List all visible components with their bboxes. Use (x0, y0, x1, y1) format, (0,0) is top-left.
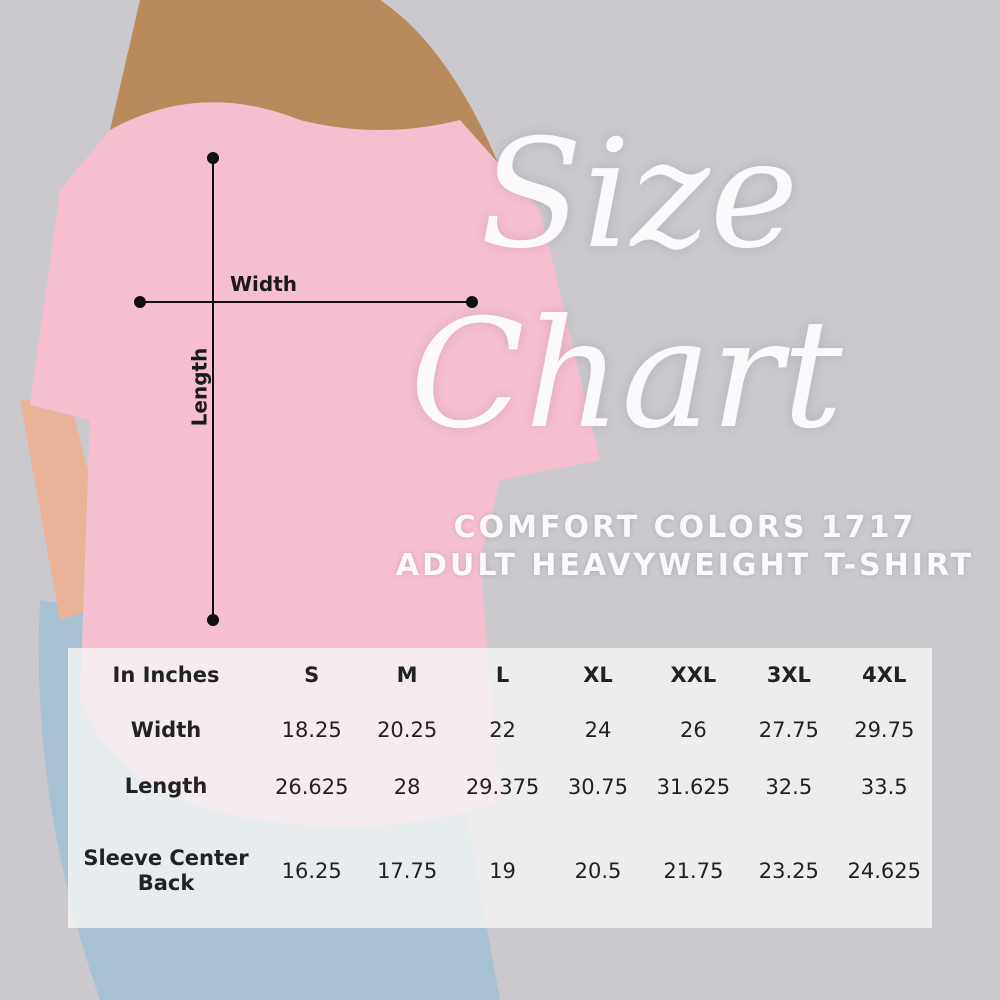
row-label: Width (130, 717, 202, 742)
subtitle-brand: COMFORT COLORS 1717 (453, 510, 917, 545)
title-chart: Chart (410, 288, 843, 462)
cell: 29.75 (854, 718, 915, 743)
cell: 28 (393, 774, 421, 799)
cell: 27.75 (758, 718, 819, 743)
cell: 20.5 (574, 859, 622, 884)
cell: 23.25 (758, 859, 819, 884)
cell: 22 (489, 718, 516, 743)
subtitle-product: ADULT HEAVYWEIGHT T-SHIRT (395, 548, 975, 583)
header-row: In Inches S M L XL XXL 3XL 4XL (68, 648, 932, 702)
table-row: Width 18.25 20.25 22 24 26 27.75 29.75 (68, 702, 932, 759)
length-label: Length (187, 347, 212, 427)
cell: 19 (489, 859, 516, 884)
table-row: Length 26.625 28 29.375 30.75 31.625 32.… (68, 758, 932, 815)
cell: 24.625 (847, 859, 921, 884)
header-cell: 4XL (862, 662, 907, 687)
header-cell: S (304, 662, 320, 687)
measurement-lines (134, 152, 478, 626)
cell: 26 (680, 718, 707, 743)
cell: 20.25 (377, 718, 438, 743)
cell: 33.5 (860, 774, 908, 799)
size-table: In Inches S M L XL XXL 3XL 4XL Width 18.… (68, 648, 932, 928)
header-cell: 3XL (766, 662, 811, 687)
row-label: Sleeve Center Back (83, 846, 249, 896)
header-cell: In Inches (112, 662, 220, 687)
cell: 24 (584, 718, 612, 743)
table-row: Sleeve Center Back 16.25 17.75 19 20.5 2… (68, 815, 932, 928)
header-cell: XXL (670, 662, 717, 687)
cell: 17.75 (377, 859, 438, 884)
cell: 30.75 (567, 774, 629, 799)
hair (110, 0, 534, 320)
cell: 29.375 (465, 774, 540, 799)
width-label: Width (230, 272, 298, 296)
row-label: Length (124, 774, 208, 799)
cell: 18.25 (281, 718, 342, 743)
header-cell: L (495, 662, 510, 687)
cell: 31.625 (656, 774, 731, 799)
cell: 26.625 (274, 774, 349, 799)
cell: 16.25 (281, 859, 342, 884)
title-size: Size (480, 108, 799, 282)
cell: 32.5 (765, 774, 813, 799)
header-cell: XL (583, 662, 613, 687)
pink-tshirt (30, 102, 600, 827)
header-cell: M (396, 662, 418, 687)
cell: 21.75 (663, 859, 724, 884)
